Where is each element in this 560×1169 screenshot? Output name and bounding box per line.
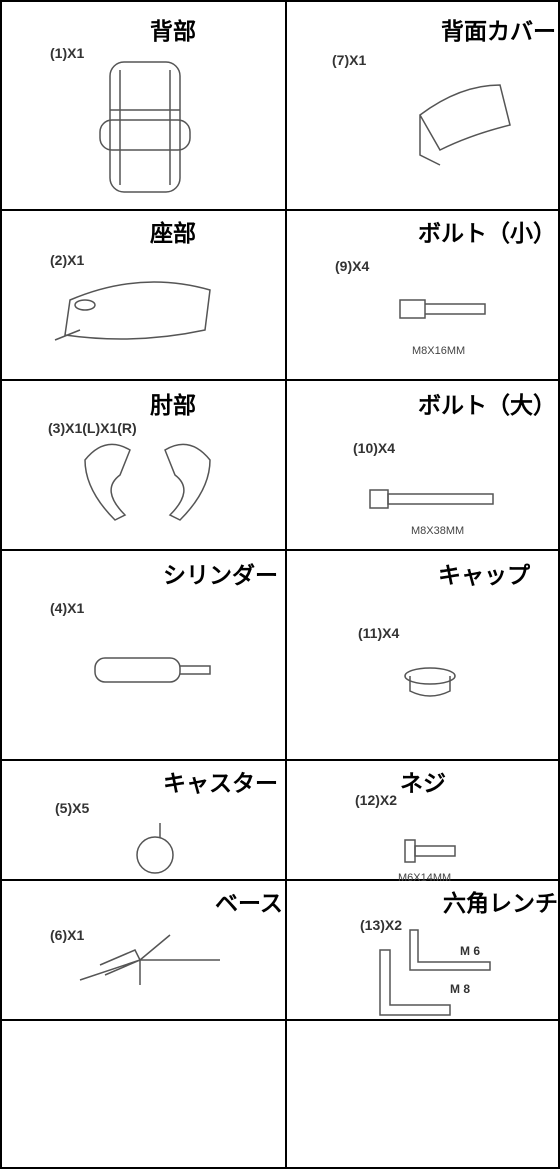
part-qty: (11)X4 — [358, 625, 400, 641]
part-title: 座部 — [150, 221, 196, 247]
illustration — [54, 61, 511, 1016]
part-title: 肘部 — [150, 393, 196, 419]
part-qty: (2)X1 — [50, 252, 85, 268]
part-title: ボルト（小） — [418, 221, 556, 247]
part-qty: (7)X1 — [332, 52, 367, 68]
part-size: M6X14MM — [398, 872, 452, 884]
part-title: ボルト（大） — [418, 393, 556, 419]
part-title: ベース — [215, 891, 283, 917]
part-size: M 8 — [450, 982, 471, 996]
part-title: 六角レンチ — [443, 891, 558, 917]
part-qty: (10)X4 — [353, 440, 396, 456]
part-size: M8X38MM — [411, 525, 465, 537]
part-qty: (5)X5 — [55, 800, 90, 816]
part-title: 背部 — [150, 19, 196, 45]
part-qty: (12)X2 — [355, 792, 398, 808]
part-size: M8X16MM — [412, 345, 466, 357]
part-size: M 6 — [460, 944, 481, 958]
part-qty: (1)X1 — [50, 45, 85, 61]
part-title: キャップ — [438, 563, 530, 589]
part-title: 背面カバー — [441, 19, 556, 45]
part-title: キャスター — [163, 771, 278, 797]
part-title: シリンダー — [163, 563, 278, 589]
part-title: ネジ — [400, 771, 446, 797]
part-qty: (3)X1(L)X1(R) — [48, 420, 137, 436]
part-qty: (9)X4 — [335, 258, 370, 274]
part-qty: (4)X1 — [50, 600, 85, 616]
part-qty: (13)X2 — [360, 917, 403, 933]
part-qty: (6)X1 — [50, 927, 85, 943]
